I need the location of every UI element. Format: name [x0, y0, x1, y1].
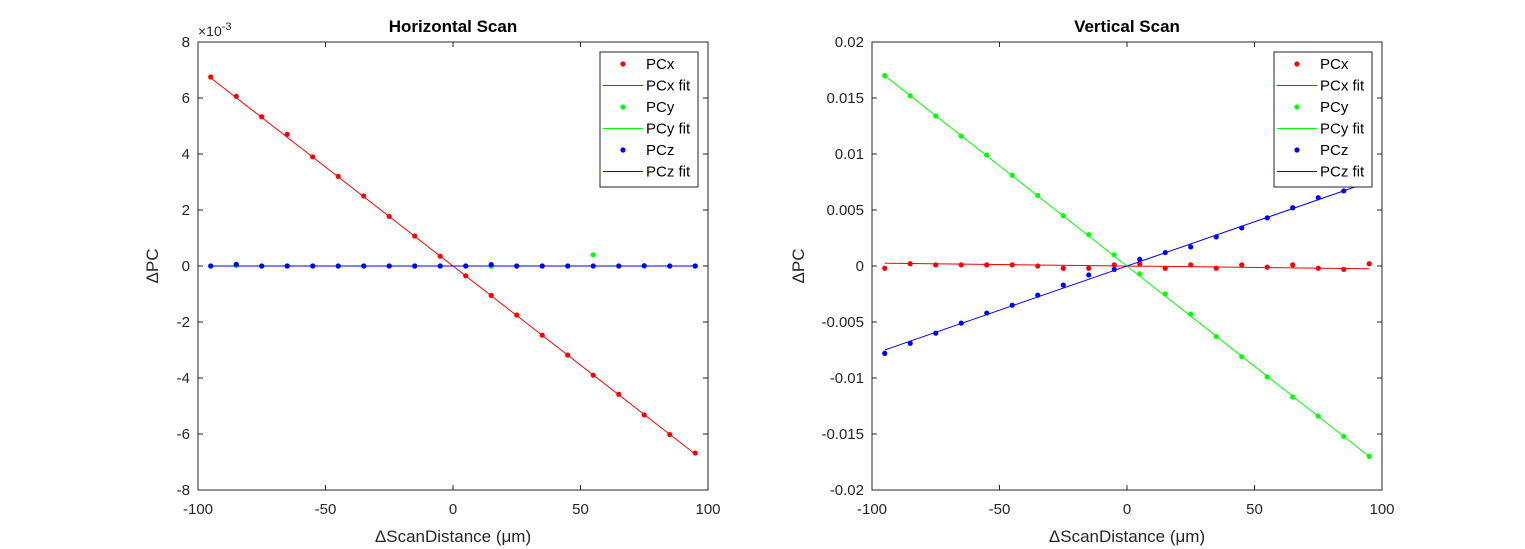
y-exponent-base: ×10 — [198, 23, 222, 39]
legend-swatch-marker — [1294, 61, 1300, 67]
y-tick-label: 6 — [182, 90, 190, 107]
legend-entry-label: PCy fit — [646, 121, 691, 138]
chart-title: Vertical Scan — [1074, 17, 1180, 36]
axes-box — [197, 41, 709, 491]
y-tick-label: -0.01 — [830, 370, 864, 387]
x-tick-label: -100 — [183, 501, 213, 518]
y-tick-label: 0.02 — [835, 34, 864, 51]
data-point-pcy — [1111, 252, 1117, 258]
x-tick-label: 100 — [1369, 501, 1394, 518]
data-point-pcz — [1188, 244, 1194, 250]
y-tick-label: 0 — [182, 258, 190, 275]
plot-area — [882, 73, 1372, 459]
data-point-pcx — [1366, 261, 1372, 267]
y-tick-label: 0.005 — [826, 202, 864, 219]
data-point-pcx — [1111, 262, 1117, 268]
plot-area — [208, 74, 698, 456]
data-point-pcx — [1290, 262, 1296, 268]
data-point-pcx — [933, 262, 939, 268]
legend-entry-label: PCz — [646, 142, 674, 159]
data-point-pcx — [692, 450, 698, 456]
data-point-pcx — [1213, 265, 1219, 271]
data-point-pcx — [1188, 262, 1194, 268]
y-tick-label: 0 — [856, 258, 864, 275]
y-tick-label: -0.02 — [830, 482, 864, 499]
y-tick-label: 4 — [182, 146, 190, 163]
x-tick-label: -50 — [989, 501, 1011, 518]
y-tick-label: 2 — [182, 202, 190, 219]
data-point-pcx — [1060, 265, 1066, 271]
data-point-pcx — [1341, 266, 1347, 272]
legend-entry-label: PCx — [646, 56, 675, 73]
y-tick-label: 8 — [182, 34, 190, 51]
x-axis-label: ΔScanDistance (μm) — [1049, 527, 1205, 546]
y-tick-label: -0.005 — [821, 314, 864, 331]
y-axis-label: ΔPC — [789, 249, 808, 284]
data-point-pcx — [1264, 264, 1270, 270]
axes-box — [871, 41, 1383, 491]
legend-swatch-marker — [1294, 104, 1300, 110]
x-tick-label: -100 — [857, 501, 887, 518]
y-axis-label: ΔPC — [143, 249, 162, 284]
legend-entry-label: PCy — [646, 99, 675, 116]
legend-swatch-marker — [620, 104, 626, 110]
data-point-pcz — [1137, 256, 1143, 262]
chart-0: Horizontal Scan -100 -50 0 50 100 -8 -6 -4 -2 0 2 4 6… — [143, 17, 721, 546]
data-point-pcz — [882, 350, 888, 356]
y-exponent-power: -3 — [222, 21, 232, 33]
legend-entry-label: PCz fit — [1320, 164, 1365, 181]
data-point-pcx — [1086, 265, 1092, 271]
y-exponent-label: ×10-3 — [198, 21, 232, 39]
data-point-pcz — [1060, 282, 1066, 288]
data-point-pcx — [233, 93, 239, 99]
y-tick-label: -4 — [177, 370, 190, 387]
legend-box — [1273, 51, 1373, 188]
legend-entry-label: PCx fit — [646, 78, 691, 95]
data-point-pcx — [1035, 263, 1041, 269]
legend-entry-label: PCx fit — [1320, 78, 1365, 95]
data-point-pcx — [1239, 262, 1245, 268]
legend-entry-label: PCy — [1320, 99, 1349, 116]
x-tick-label: 50 — [572, 501, 589, 518]
data-point-pcx — [882, 265, 888, 271]
data-point-pcy — [1086, 232, 1092, 238]
x-tick-label: 100 — [695, 501, 720, 518]
legend: PCx PCx fit PCy PCy fit PCz PCz fit — [599, 51, 699, 188]
x-axis-label: ΔScanDistance (μm) — [375, 527, 531, 546]
fit-line-pcz-fit — [884, 181, 1370, 351]
legend: PCx PCx fit PCy PCy fit PCz PCz fit — [1273, 51, 1373, 188]
legend-entry-label: PCz fit — [646, 164, 691, 181]
legend-entry-label: PCy fit — [1320, 121, 1365, 138]
x-tick-label: 0 — [449, 501, 457, 518]
data-point-pcx — [984, 262, 990, 268]
x-tick-label: 50 — [1246, 501, 1263, 518]
y-tick-label: 0.01 — [835, 146, 864, 163]
x-tick-label: -50 — [315, 501, 337, 518]
x-tick-label: 0 — [1123, 501, 1131, 518]
chart-title: Horizontal Scan — [389, 17, 517, 36]
legend-swatch-marker — [1294, 147, 1300, 153]
data-point-pcx — [958, 262, 964, 268]
y-tick-label: -8 — [177, 482, 190, 499]
legend-entry-label: PCx — [1320, 56, 1349, 73]
legend-box — [599, 51, 699, 188]
y-tick-label: 0.015 — [826, 90, 864, 107]
data-point-pcz — [1086, 272, 1092, 278]
y-tick-label: -2 — [177, 314, 190, 331]
data-point-pcy — [590, 252, 596, 258]
legend-swatch-marker — [620, 61, 626, 67]
legend-swatch-marker — [620, 147, 626, 153]
y-tick-label: -0.015 — [821, 426, 864, 443]
chart-1: Vertical Scan -100 -50 0 50 100 -0.02 -0.015 -0.… — [789, 17, 1395, 546]
y-tick-label: -6 — [177, 426, 190, 443]
legend-entry-label: PCz — [1320, 142, 1348, 159]
